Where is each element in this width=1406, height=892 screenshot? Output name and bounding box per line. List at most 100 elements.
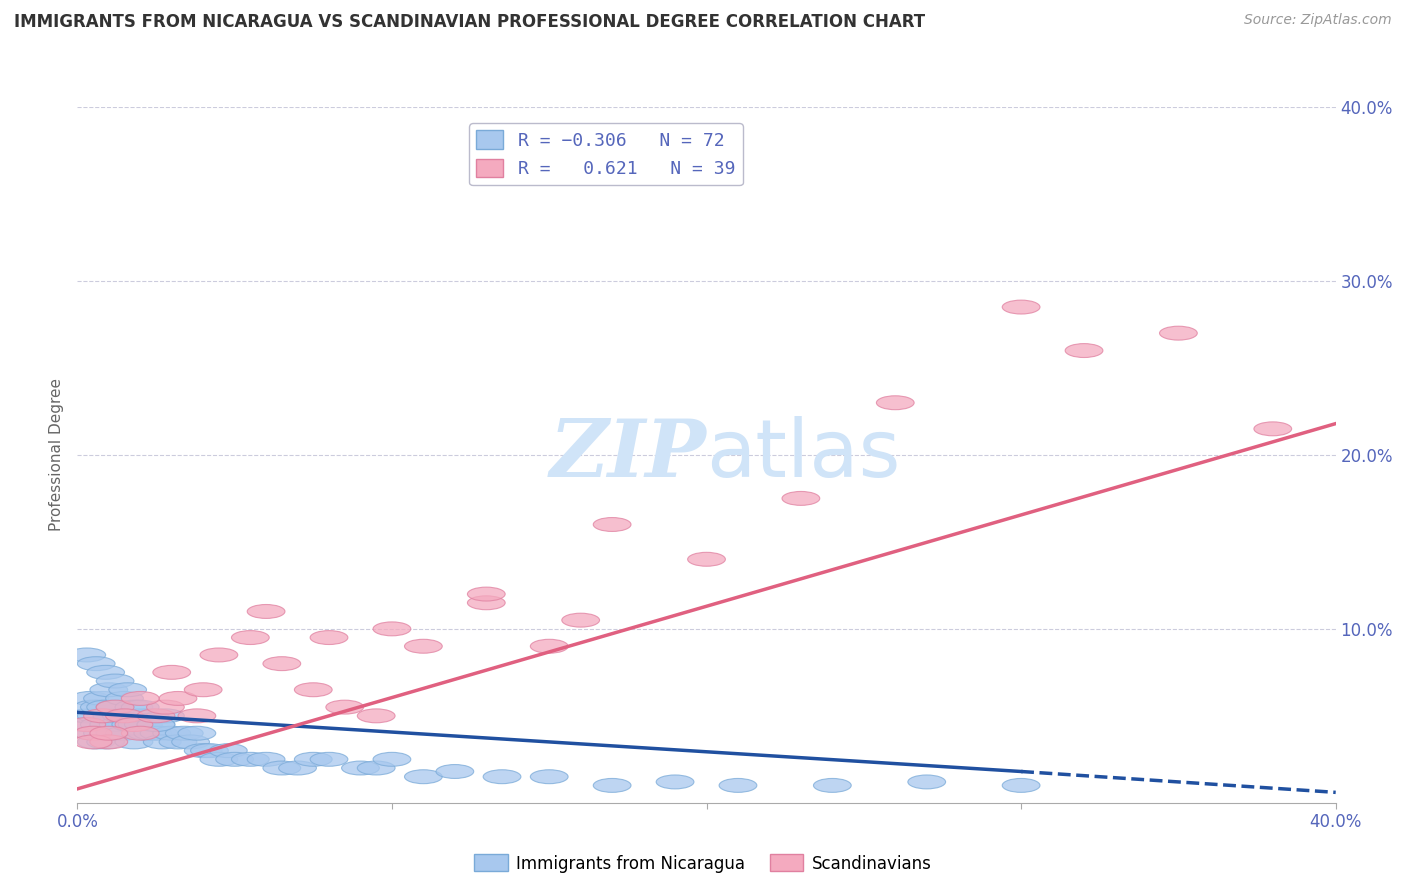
Ellipse shape	[134, 726, 172, 740]
Ellipse shape	[83, 691, 121, 706]
Ellipse shape	[96, 700, 134, 714]
Ellipse shape	[146, 709, 184, 723]
Legend: R = −0.306   N = 72, R =   0.621   N = 39: R = −0.306 N = 72, R = 0.621 N = 39	[470, 123, 742, 186]
Ellipse shape	[90, 717, 128, 731]
Ellipse shape	[247, 605, 285, 618]
Ellipse shape	[77, 709, 115, 723]
Ellipse shape	[90, 735, 128, 749]
Y-axis label: Professional Degree: Professional Degree	[49, 378, 65, 532]
Ellipse shape	[90, 682, 128, 697]
Ellipse shape	[294, 752, 332, 766]
Ellipse shape	[405, 640, 443, 653]
Ellipse shape	[342, 761, 380, 775]
Ellipse shape	[72, 691, 108, 706]
Ellipse shape	[209, 744, 247, 757]
Ellipse shape	[121, 709, 159, 723]
Ellipse shape	[83, 709, 121, 723]
Ellipse shape	[67, 717, 105, 731]
Ellipse shape	[172, 735, 209, 749]
Ellipse shape	[200, 752, 238, 766]
Ellipse shape	[562, 613, 599, 627]
Ellipse shape	[200, 648, 238, 662]
Ellipse shape	[484, 770, 520, 784]
Ellipse shape	[108, 682, 146, 697]
Ellipse shape	[159, 691, 197, 706]
Ellipse shape	[657, 775, 695, 789]
Ellipse shape	[93, 709, 131, 723]
Ellipse shape	[159, 735, 197, 749]
Ellipse shape	[357, 761, 395, 775]
Text: ZIP: ZIP	[550, 417, 707, 493]
Ellipse shape	[436, 764, 474, 779]
Ellipse shape	[105, 726, 143, 740]
Ellipse shape	[100, 717, 138, 731]
Ellipse shape	[232, 631, 269, 645]
Ellipse shape	[1254, 422, 1292, 436]
Ellipse shape	[65, 717, 103, 731]
Ellipse shape	[80, 717, 118, 731]
Ellipse shape	[1066, 343, 1102, 358]
Ellipse shape	[405, 770, 443, 784]
Ellipse shape	[105, 691, 143, 706]
Ellipse shape	[530, 770, 568, 784]
Ellipse shape	[1160, 326, 1198, 340]
Ellipse shape	[67, 709, 105, 723]
Ellipse shape	[908, 775, 946, 789]
Ellipse shape	[80, 700, 118, 714]
Ellipse shape	[467, 587, 505, 601]
Ellipse shape	[263, 761, 301, 775]
Ellipse shape	[166, 726, 204, 740]
Ellipse shape	[112, 717, 149, 731]
Ellipse shape	[530, 640, 568, 653]
Legend: Immigrants from Nicaragua, Scandinavians: Immigrants from Nicaragua, Scandinavians	[468, 847, 938, 880]
Ellipse shape	[96, 700, 134, 714]
Ellipse shape	[184, 744, 222, 757]
Ellipse shape	[77, 657, 115, 671]
Ellipse shape	[467, 596, 505, 610]
Ellipse shape	[87, 735, 125, 749]
Ellipse shape	[294, 682, 332, 697]
Ellipse shape	[141, 726, 179, 740]
Ellipse shape	[326, 700, 364, 714]
Ellipse shape	[121, 726, 159, 740]
Ellipse shape	[143, 735, 181, 749]
Ellipse shape	[184, 682, 222, 697]
Ellipse shape	[115, 735, 153, 749]
Ellipse shape	[215, 752, 253, 766]
Ellipse shape	[108, 709, 146, 723]
Ellipse shape	[373, 622, 411, 636]
Ellipse shape	[153, 726, 191, 740]
Ellipse shape	[179, 709, 215, 723]
Ellipse shape	[131, 709, 169, 723]
Ellipse shape	[782, 491, 820, 506]
Text: atlas: atlas	[707, 416, 901, 494]
Ellipse shape	[77, 735, 115, 749]
Ellipse shape	[232, 752, 269, 766]
Ellipse shape	[357, 709, 395, 723]
Ellipse shape	[876, 396, 914, 409]
Ellipse shape	[75, 700, 112, 714]
Ellipse shape	[105, 709, 143, 723]
Ellipse shape	[125, 717, 162, 731]
Text: IMMIGRANTS FROM NICARAGUA VS SCANDINAVIAN PROFESSIONAL DEGREE CORRELATION CHART: IMMIGRANTS FROM NICARAGUA VS SCANDINAVIA…	[14, 13, 925, 31]
Ellipse shape	[96, 726, 134, 740]
Ellipse shape	[153, 665, 191, 680]
Ellipse shape	[103, 709, 141, 723]
Text: Source: ZipAtlas.com: Source: ZipAtlas.com	[1244, 13, 1392, 28]
Ellipse shape	[1002, 779, 1040, 792]
Ellipse shape	[138, 709, 174, 723]
Ellipse shape	[247, 752, 285, 766]
Ellipse shape	[67, 648, 105, 662]
Ellipse shape	[87, 700, 125, 714]
Ellipse shape	[75, 735, 112, 749]
Ellipse shape	[128, 726, 166, 740]
Ellipse shape	[278, 761, 316, 775]
Ellipse shape	[311, 752, 347, 766]
Ellipse shape	[96, 674, 134, 688]
Ellipse shape	[814, 779, 851, 792]
Ellipse shape	[90, 726, 128, 740]
Ellipse shape	[121, 700, 159, 714]
Ellipse shape	[115, 717, 153, 731]
Ellipse shape	[83, 726, 121, 740]
Ellipse shape	[373, 752, 411, 766]
